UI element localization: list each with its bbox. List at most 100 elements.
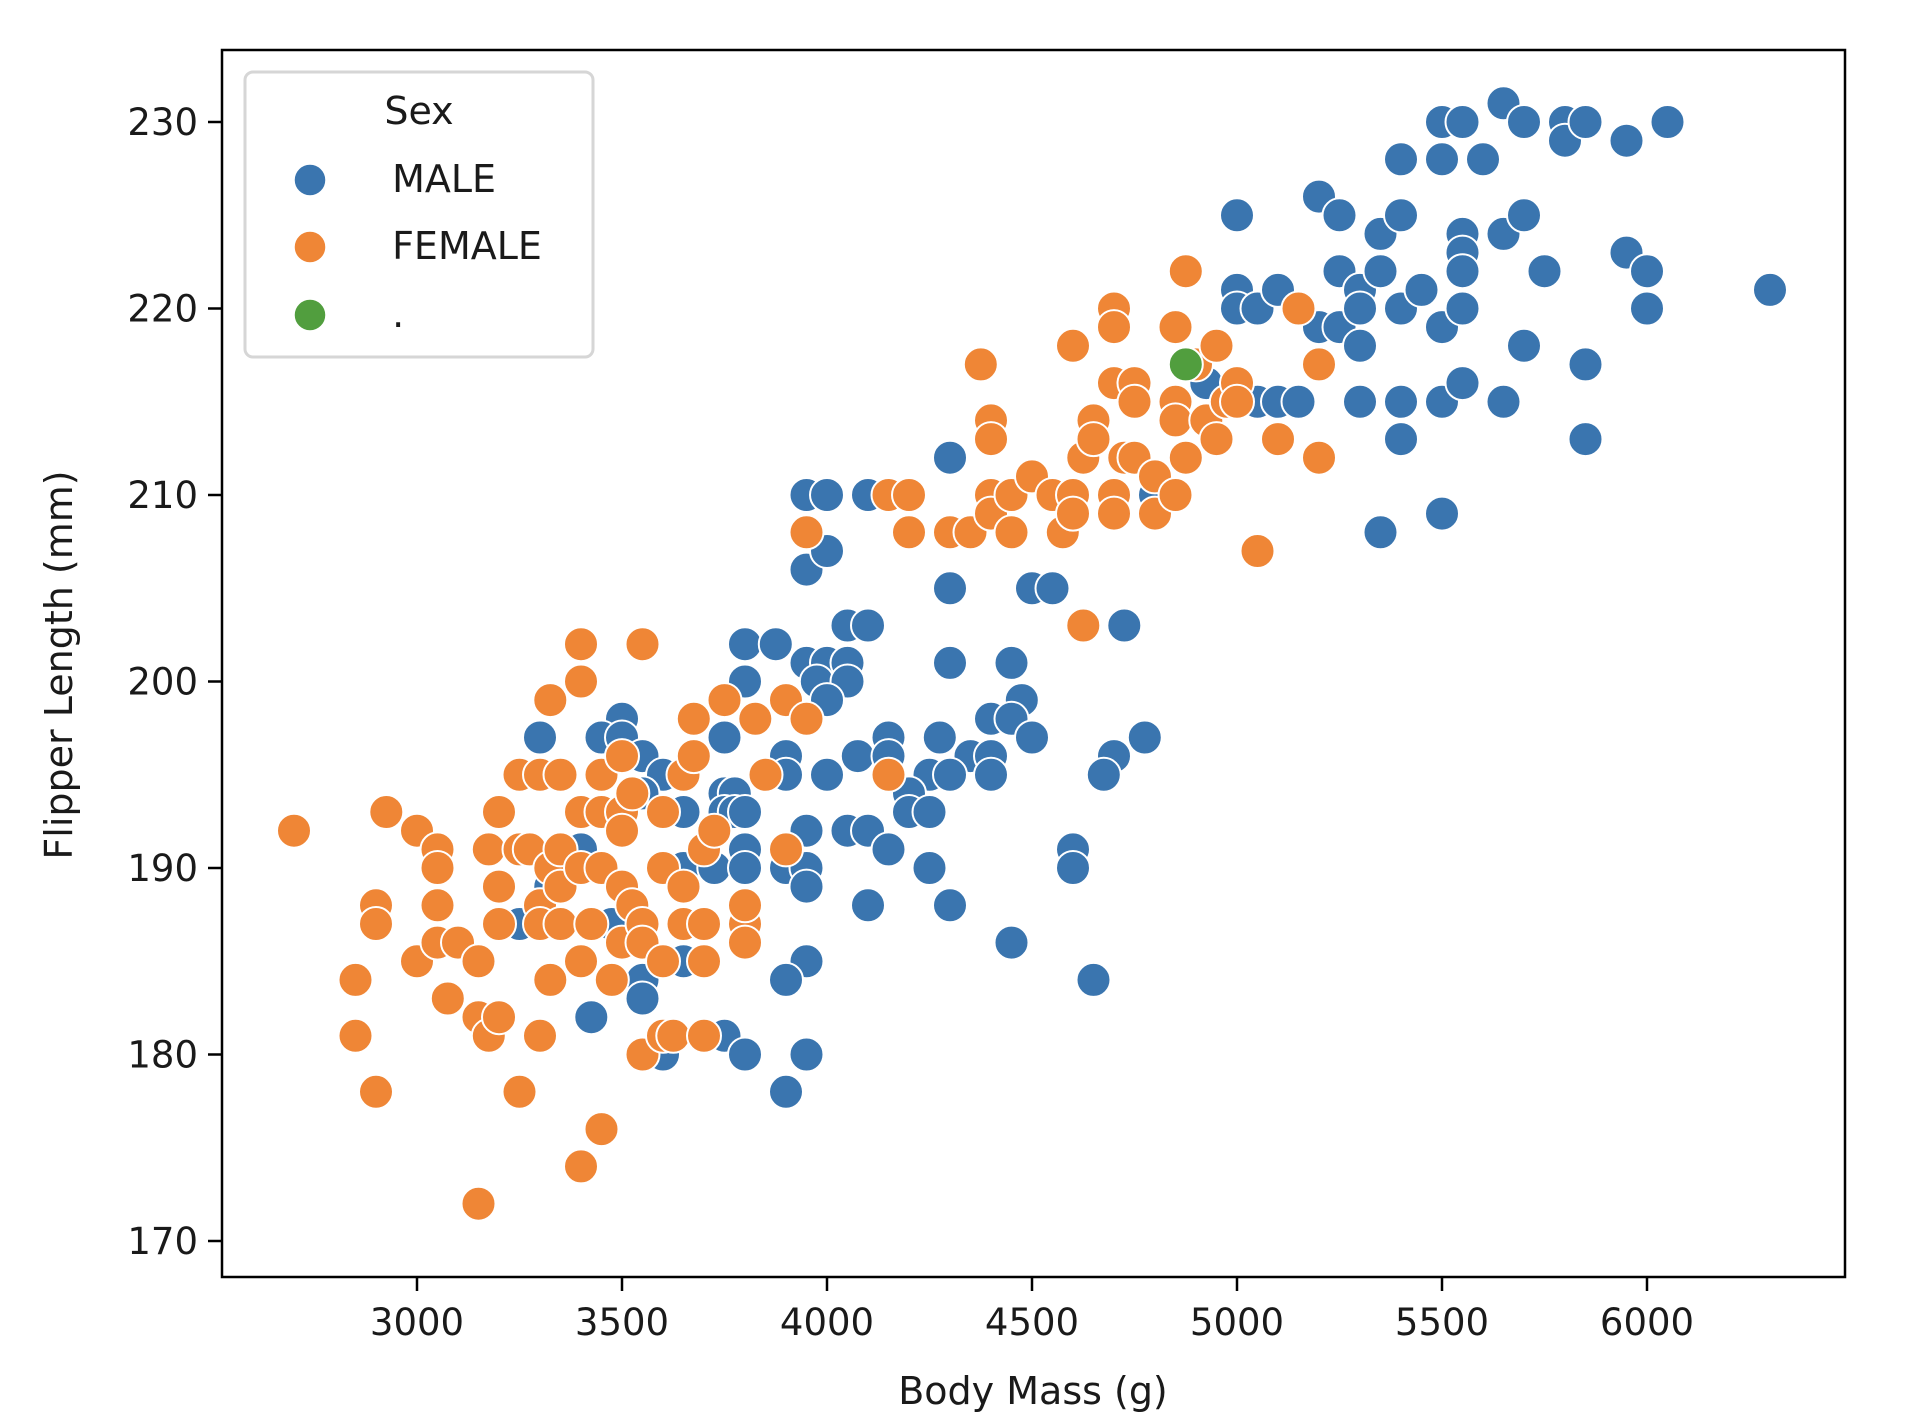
data-point-male [757, 626, 794, 663]
data-point-male [1321, 197, 1358, 234]
data-point-female [532, 961, 569, 998]
data-point-male [1649, 104, 1686, 140]
data-point-male [1506, 104, 1542, 140]
data-point-female [460, 1185, 497, 1222]
data-point-male [1342, 327, 1378, 364]
data-point-male [1219, 197, 1255, 234]
data-point-male [1342, 383, 1378, 420]
data-point-female [1301, 439, 1337, 476]
data-point-male [1126, 719, 1163, 756]
data-point-male [973, 756, 1009, 793]
data-point-male [1403, 271, 1440, 308]
data-point-male [993, 924, 1030, 961]
data-point-male [1085, 756, 1122, 793]
legend: Sex MALE FEMALE . [243, 70, 595, 359]
data-point-male [1424, 141, 1460, 178]
data-point-female [563, 626, 599, 663]
legend-label-male: MALE [380, 157, 496, 201]
data-point-male [727, 850, 763, 886]
data-point-female [481, 794, 517, 830]
data-point-female [1116, 383, 1153, 420]
data-point-male [1383, 421, 1419, 458]
y-axis-label: Flipper Length (mm) [37, 470, 81, 859]
data-point-female [1167, 253, 1204, 290]
data-point-male [1280, 383, 1317, 420]
data-point-female [706, 682, 743, 719]
data-point-female [727, 887, 763, 924]
legend-box [243, 70, 595, 359]
data-point-male [1444, 253, 1481, 290]
data-point-female [1280, 290, 1317, 327]
legend-marker-female [293, 230, 327, 264]
data-point-male [1362, 253, 1399, 290]
data-point-female [593, 961, 630, 998]
data-point-female [727, 924, 763, 961]
legend-title: Sex [384, 89, 453, 133]
points-layer [276, 85, 1788, 1222]
data-point-female [419, 850, 456, 886]
data-point-female [1157, 309, 1194, 346]
data-point-male [624, 980, 661, 1017]
data-point-female [655, 1017, 692, 1054]
data-point-female [563, 943, 599, 980]
data-point-male [1362, 514, 1399, 551]
data-point-male [1567, 346, 1604, 383]
data-point-male [1444, 290, 1481, 327]
data-point-female [583, 1111, 620, 1148]
data-point-male [911, 850, 948, 886]
data-point-male [1629, 253, 1665, 290]
data-point-female [1157, 477, 1194, 513]
data-point-male [870, 831, 907, 868]
data-point-female [470, 831, 507, 868]
data-point-male [850, 607, 886, 644]
data-point-male [1629, 290, 1665, 327]
legend-label-unknown: . [380, 292, 404, 336]
data-point-female [1301, 346, 1337, 383]
x-axis: 3000 3500 4000 4500 5000 5500 6000 [370, 1277, 1694, 1344]
data-point-female [686, 906, 722, 942]
data-point-female [675, 700, 712, 737]
data-point-female [429, 980, 466, 1017]
data-point-female [1167, 439, 1204, 476]
data-point-female [645, 943, 681, 980]
data-point-male [1075, 961, 1112, 998]
data-point-male [809, 477, 845, 513]
data-point-male [850, 887, 886, 924]
data-point-male [839, 738, 876, 775]
data-point-female [891, 514, 927, 551]
data-point-female [686, 1017, 722, 1054]
data-point-female [604, 812, 640, 849]
data-point-male [706, 719, 743, 756]
data-point-female [563, 1148, 599, 1185]
y-tick-label: 170 [127, 1220, 198, 1263]
x-tick-label: 3000 [370, 1301, 464, 1344]
data-point-male [1752, 271, 1788, 308]
y-tick-label: 190 [127, 847, 198, 890]
data-point-unknown [1167, 346, 1204, 383]
data-point-female [1198, 421, 1235, 458]
data-point-female [522, 1017, 558, 1054]
data-point-female [1260, 421, 1296, 458]
data-point-female [1055, 327, 1091, 364]
y-tick-label: 230 [127, 101, 198, 144]
data-point-female [1075, 421, 1112, 458]
data-point-female [1065, 607, 1102, 644]
data-point-female [768, 831, 804, 868]
data-point-male [921, 719, 958, 756]
data-point-female [1096, 309, 1132, 346]
data-point-male [573, 999, 610, 1036]
data-point-male [1485, 383, 1522, 420]
data-point-female [1096, 495, 1132, 532]
data-point-male [727, 626, 763, 663]
x-tick-label: 4000 [780, 1301, 874, 1344]
data-point-female [1239, 533, 1276, 569]
data-point-male [1106, 607, 1143, 644]
data-point-male [1383, 197, 1419, 234]
data-point-female [1219, 383, 1255, 420]
data-point-male [932, 756, 968, 793]
data-point-male [809, 756, 845, 793]
y-axis: 170 180 190 200 210 220 230 [127, 101, 222, 1263]
data-point-female [460, 943, 497, 980]
data-point-male [932, 644, 968, 681]
data-point-female [788, 700, 825, 737]
